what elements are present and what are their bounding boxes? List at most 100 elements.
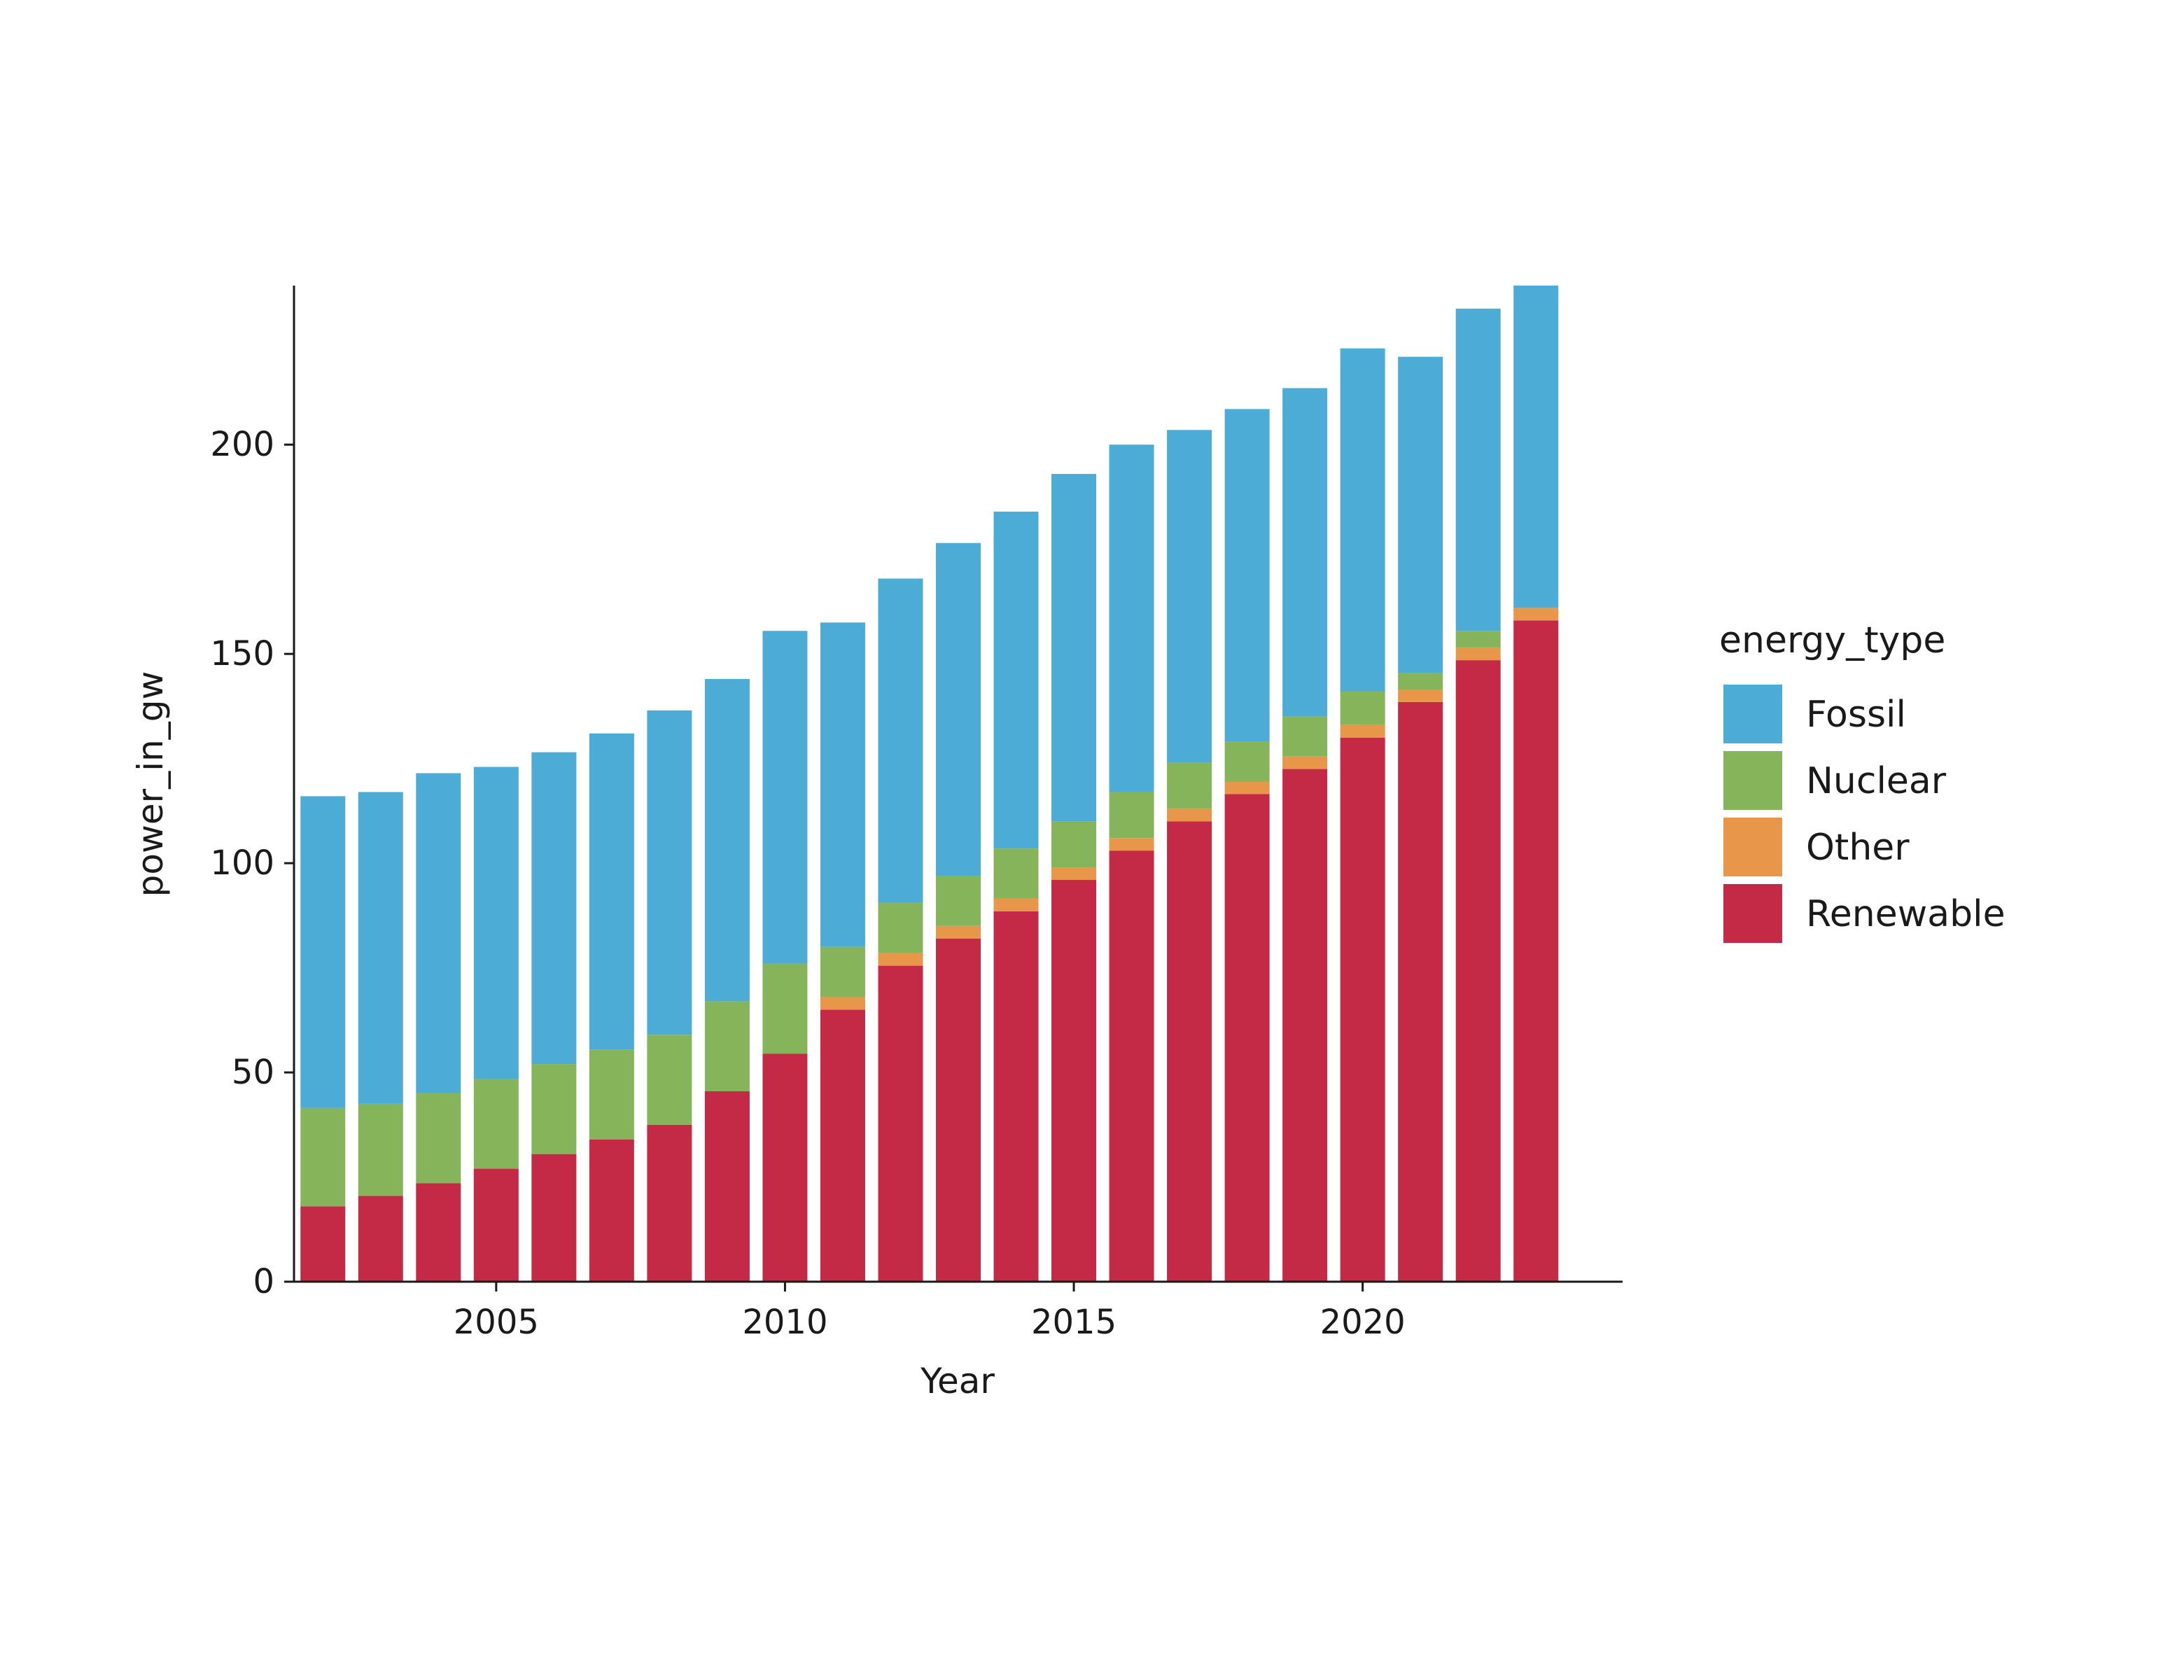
bar-renewable-2023 bbox=[1513, 620, 1559, 1282]
bar-other-2023 bbox=[1513, 608, 1559, 621]
legend: energy_type Fossil Nuclear Other Renewable bbox=[1719, 620, 2005, 943]
bar-nuclear-2022 bbox=[1455, 631, 1501, 648]
bar-renewable-2004 bbox=[416, 1183, 461, 1282]
bar-nuclear-2003 bbox=[358, 1103, 403, 1196]
bar-fossil-2012 bbox=[878, 578, 923, 903]
bar-fossil-2006 bbox=[531, 752, 577, 1065]
bar-other-2017 bbox=[1167, 808, 1212, 822]
bar-nuclear-2017 bbox=[1167, 762, 1212, 809]
bar-fossil-2018 bbox=[1224, 409, 1270, 742]
bar-fossil-2004 bbox=[416, 773, 461, 1093]
legend-label-nuclear: Nuclear bbox=[1806, 760, 1947, 802]
bars-layer bbox=[300, 286, 1559, 1282]
y-ticks: 0 50 100 150 200 bbox=[210, 425, 294, 1301]
bar-other-2015 bbox=[1051, 867, 1097, 881]
bar-fossil-2010 bbox=[762, 631, 808, 964]
bar-other-2020 bbox=[1340, 724, 1385, 738]
bar-fossil-2016 bbox=[1109, 444, 1154, 792]
bar-nuclear-2018 bbox=[1224, 741, 1270, 782]
x-axis-title: Year bbox=[920, 1361, 995, 1401]
bar-renewable-2015 bbox=[1051, 880, 1097, 1282]
bar-renewable-2009 bbox=[704, 1091, 750, 1282]
bar-fossil-2011 bbox=[820, 622, 865, 947]
bar-other-2012 bbox=[878, 953, 923, 966]
bar-other-2011 bbox=[820, 997, 865, 1010]
legend-swatch-other bbox=[1723, 818, 1782, 876]
legend-swatch-nuclear bbox=[1723, 751, 1782, 810]
bar-fossil-2022 bbox=[1455, 308, 1501, 631]
bar-other-2018 bbox=[1224, 781, 1270, 794]
bar-other-2019 bbox=[1282, 756, 1328, 769]
bar-renewable-2013 bbox=[936, 938, 981, 1282]
axes-layer bbox=[293, 286, 1623, 1283]
bar-nuclear-2009 bbox=[704, 1001, 750, 1091]
y-tick-label-0: 0 bbox=[253, 1262, 274, 1301]
bar-fossil-2013 bbox=[936, 542, 981, 876]
bar-fossil-2017 bbox=[1167, 430, 1212, 763]
bar-fossil-2009 bbox=[704, 679, 750, 1002]
y-tick-label-100: 100 bbox=[210, 844, 274, 883]
y-tick-label-50: 50 bbox=[232, 1053, 274, 1092]
x-tick-label-2005: 2005 bbox=[454, 1303, 539, 1342]
bar-renewable-2008 bbox=[647, 1124, 692, 1282]
bar-other-2016 bbox=[1109, 838, 1154, 851]
bar-renewable-2018 bbox=[1224, 794, 1270, 1282]
bar-nuclear-2016 bbox=[1109, 792, 1154, 839]
y-tick-label-200: 200 bbox=[210, 425, 274, 464]
bar-renewable-2017 bbox=[1167, 821, 1212, 1282]
bar-renewable-2007 bbox=[589, 1139, 634, 1282]
bar-fossil-2023 bbox=[1513, 286, 1559, 608]
y-axis-title: power_in_gw bbox=[130, 671, 171, 897]
bar-fossil-2007 bbox=[589, 733, 634, 1050]
bar-nuclear-2007 bbox=[589, 1049, 634, 1140]
legend-label-renewable: Renewable bbox=[1806, 893, 2005, 935]
bar-other-2021 bbox=[1398, 689, 1443, 702]
bar-fossil-2014 bbox=[993, 511, 1039, 849]
bar-renewable-2014 bbox=[993, 911, 1039, 1282]
bar-nuclear-2004 bbox=[416, 1093, 461, 1184]
bar-renewable-2021 bbox=[1398, 701, 1443, 1282]
bar-renewable-2012 bbox=[878, 965, 923, 1282]
bar-nuclear-2014 bbox=[993, 848, 1039, 899]
bar-fossil-2005 bbox=[473, 766, 519, 1079]
x-tick-label-2010: 2010 bbox=[742, 1303, 827, 1342]
bar-renewable-2011 bbox=[820, 1009, 865, 1282]
bar-fossil-2019 bbox=[1282, 388, 1328, 717]
bar-nuclear-2013 bbox=[936, 876, 981, 926]
bar-nuclear-2002 bbox=[300, 1107, 346, 1207]
bar-fossil-2021 bbox=[1398, 356, 1443, 673]
legend-swatch-renewable bbox=[1723, 884, 1782, 943]
x-tick-label-2015: 2015 bbox=[1031, 1303, 1116, 1342]
bar-renewable-2019 bbox=[1282, 769, 1328, 1282]
legend-title: energy_type bbox=[1719, 620, 1945, 662]
bar-nuclear-2020 bbox=[1340, 691, 1385, 725]
bar-fossil-2008 bbox=[647, 710, 692, 1035]
bar-renewable-2005 bbox=[473, 1168, 519, 1282]
legend-swatch-fossil bbox=[1723, 685, 1782, 743]
y-tick-label-150: 150 bbox=[210, 634, 274, 673]
bar-renewable-2006 bbox=[531, 1154, 577, 1282]
bar-renewable-2020 bbox=[1340, 737, 1385, 1282]
bar-renewable-2010 bbox=[762, 1054, 808, 1282]
x-tick-label-2020: 2020 bbox=[1320, 1303, 1406, 1342]
bar-fossil-2003 bbox=[358, 792, 403, 1104]
bar-nuclear-2011 bbox=[820, 946, 865, 997]
bar-fossil-2020 bbox=[1340, 348, 1385, 692]
bar-nuclear-2015 bbox=[1051, 821, 1097, 868]
bar-nuclear-2008 bbox=[647, 1035, 692, 1125]
legend-label-other: Other bbox=[1806, 827, 1910, 869]
x-ticks: 2005 2010 2015 2020 bbox=[454, 1282, 1406, 1342]
bar-renewable-2003 bbox=[358, 1196, 403, 1282]
bar-other-2022 bbox=[1455, 648, 1501, 661]
bar-nuclear-2010 bbox=[762, 963, 808, 1054]
bar-fossil-2015 bbox=[1051, 474, 1097, 822]
bar-nuclear-2005 bbox=[473, 1079, 519, 1169]
bar-fossil-2002 bbox=[300, 796, 346, 1108]
legend-label-fossil: Fossil bbox=[1806, 694, 1906, 736]
bar-nuclear-2021 bbox=[1398, 673, 1443, 690]
bar-renewable-2016 bbox=[1109, 850, 1154, 1282]
bar-nuclear-2012 bbox=[878, 902, 923, 953]
bar-renewable-2022 bbox=[1455, 660, 1501, 1282]
bar-other-2014 bbox=[993, 898, 1039, 911]
